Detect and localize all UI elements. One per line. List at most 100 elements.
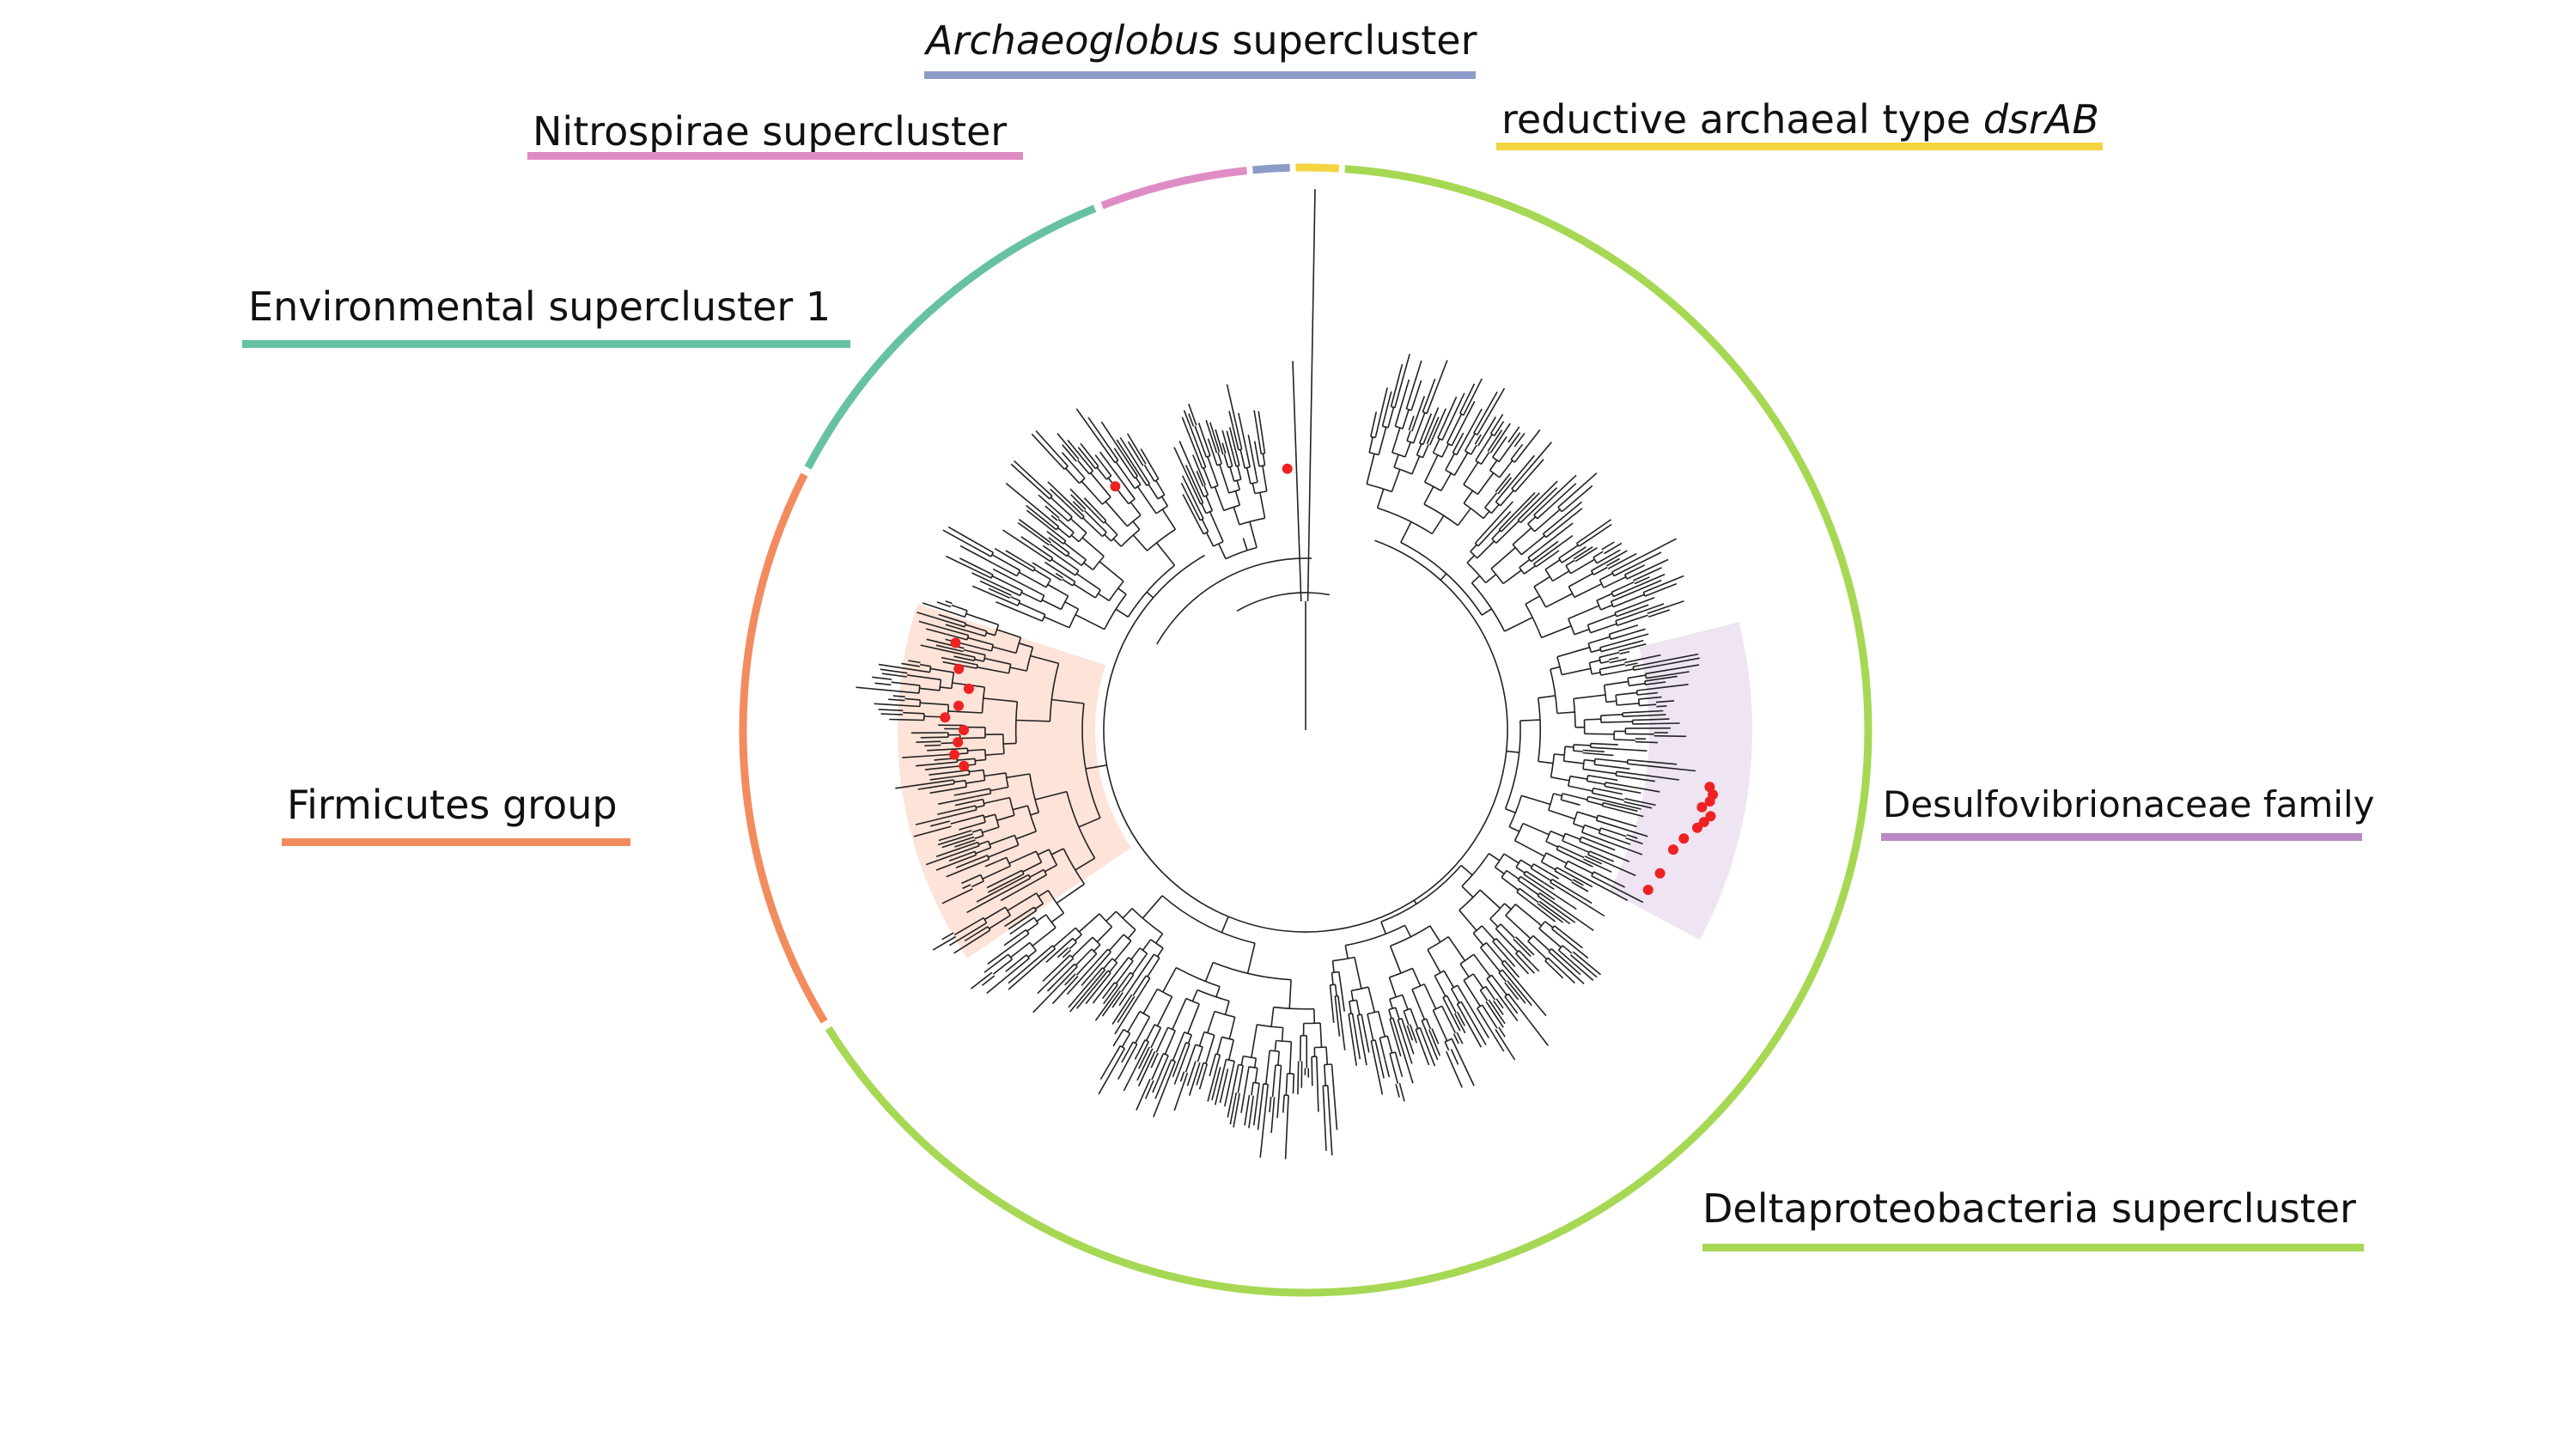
tree-branch-129 — [1492, 443, 1502, 458]
tree-branch-1091 — [1050, 848, 1064, 855]
tree-branch-751 — [1405, 1032, 1415, 1055]
tree-branch-561 — [1561, 884, 1592, 904]
tree-branch-1153 — [966, 893, 1002, 914]
tree-branch-336 — [1618, 643, 1647, 652]
underline-archaeoglobus — [924, 71, 1476, 79]
tree-branch-1660 — [1250, 481, 1258, 484]
tree-branch-947 — [1154, 1084, 1162, 1099]
tree-branch-1520 — [1126, 514, 1142, 527]
tree-branch-390 — [1622, 711, 1641, 714]
tree-branch-1667 — [1231, 420, 1239, 451]
tree-branch-1389 — [1117, 588, 1127, 595]
tree-branch-1024 — [1127, 928, 1136, 940]
tree-branch-483 — [1595, 814, 1599, 821]
tree-branch-530 — [1593, 871, 1618, 885]
tree-branch-344 — [1625, 662, 1638, 667]
tree-branch-325 — [1599, 647, 1602, 652]
tree-branch-174 — [1513, 491, 1536, 515]
tree-branch-1622 — [1207, 456, 1219, 486]
tree-branch-2 — [1292, 361, 1302, 602]
tree-branch-725 — [1446, 1050, 1463, 1088]
tree-branch-667 — [1491, 974, 1507, 995]
tree-branch-1110 — [970, 971, 993, 989]
tree-branch-1525 — [1090, 472, 1111, 498]
tree-branch-1188 — [975, 847, 991, 855]
tree-branch-175 — [1523, 492, 1540, 510]
tree-branch-1399 — [1010, 595, 1020, 602]
tree-branch-867 — [1270, 1097, 1276, 1133]
tree-branch-1572 — [1155, 479, 1166, 496]
tree-branch-217 — [1546, 550, 1560, 560]
leaf-marker-0 — [1704, 782, 1715, 793]
ring-environmental — [804, 204, 1097, 470]
tree-branch-653 — [1504, 982, 1519, 1001]
tree-branch-1385 — [1115, 608, 1129, 618]
tree-branch-1039 — [1093, 967, 1104, 979]
tree-branch-1138 — [959, 922, 988, 941]
tree-branch-1568 — [1113, 447, 1129, 469]
leaf-marker-17 — [963, 683, 974, 694]
tree-branch-458 — [1607, 790, 1623, 795]
tree-branch-269 — [1568, 618, 1575, 635]
tree-branch-331 — [1589, 659, 1600, 664]
tree-branch-1020 — [1103, 992, 1112, 1005]
tree-branch-605 — [1557, 949, 1568, 959]
tree-branch-366 — [1645, 682, 1658, 685]
tree-branch-1144 — [1044, 864, 1057, 873]
tree-branch-1680 — [1253, 410, 1260, 441]
tree-branch-351 — [1573, 694, 1606, 700]
tree-branch-1171 — [961, 879, 970, 885]
tree-branch-1534 — [1061, 452, 1070, 461]
tree-branch-668 — [1486, 978, 1507, 1007]
tree-branch-185 — [1512, 527, 1532, 545]
tree-branch-772 — [1389, 1053, 1399, 1084]
tree-branch-1344 — [974, 658, 984, 662]
tree-branch-1548 — [1087, 458, 1097, 470]
tree-branch-1536 — [1076, 460, 1090, 475]
tree-branch-12 — [1431, 514, 1445, 534]
leaf-marker-16 — [953, 700, 964, 711]
tree-branch-206 — [1519, 558, 1531, 569]
tree-branch-53 — [1422, 411, 1428, 415]
tree-branch-427 — [1584, 758, 1595, 762]
tree-branch-957 — [1150, 1052, 1159, 1068]
tree-branch-460 — [1623, 801, 1653, 809]
tree-branch-1467 — [1018, 519, 1051, 544]
tree-branch-55 — [1426, 390, 1436, 414]
tree-branch-1438 — [1099, 561, 1124, 582]
tree-branch-1172 — [984, 860, 999, 868]
tree-branch-1679 — [1259, 423, 1266, 454]
tree-branch-182 — [1490, 546, 1516, 569]
tree-branch-277 — [1613, 584, 1641, 598]
tree-branch-791 — [1351, 1013, 1355, 1025]
tree-branch-1104 — [986, 970, 1015, 995]
tree-branch-677 — [1463, 979, 1481, 1008]
outer-ring — [739, 163, 1873, 1297]
tree-branch-1506 — [1082, 517, 1104, 538]
tree-branch-62 — [1418, 432, 1425, 444]
tree-branch-207 — [1523, 565, 1536, 575]
tree-branch-178 — [1519, 508, 1536, 524]
tree-branch-1251 — [929, 776, 953, 781]
tree-branch-430 — [1594, 758, 1628, 764]
leaf-marker-9 — [1654, 868, 1666, 879]
tree-branch-578 — [1562, 909, 1594, 932]
tree-branch-1299 — [920, 702, 949, 706]
tree-branch-1088 — [1034, 790, 1068, 801]
tree-branch-1227 — [954, 802, 965, 807]
tree-branch-709 — [1389, 967, 1413, 978]
tree-branch-549 — [1503, 853, 1519, 864]
leaf-marker-6 — [1692, 822, 1702, 833]
tree-branch-153 — [1532, 459, 1544, 472]
tree-branch-94 — [1452, 452, 1458, 456]
tree-branch-219 — [1525, 595, 1540, 606]
tree-branch-574 — [1530, 882, 1556, 901]
tree-branch-1005 — [1139, 947, 1148, 954]
tree-branch-1189 — [978, 840, 989, 845]
tree-branch-774 — [1398, 1082, 1405, 1102]
tree-branch-1354 — [992, 646, 1017, 654]
tree-branch-505 — [1565, 832, 1581, 841]
tree-branch-784 — [1349, 1001, 1352, 1014]
tree-branch-229 — [1561, 556, 1572, 563]
desulfovibrionaceae-clade-highlight — [1609, 622, 1753, 941]
